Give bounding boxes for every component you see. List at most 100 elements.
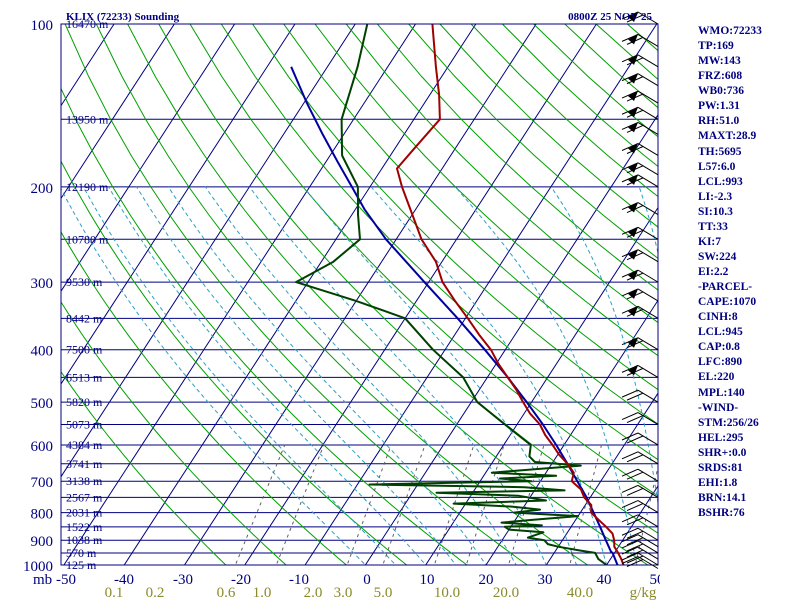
index-item: CINH:8 — [698, 311, 738, 324]
plot-frame — [60, 23, 659, 566]
wind-barb-flag — [621, 500, 639, 509]
temperature-trace — [396, 24, 625, 565]
wind-barb — [621, 269, 659, 283]
mixing-ratio-label: 0.2 — [146, 585, 165, 600]
wind-barb-staff — [637, 527, 659, 541]
wind-barb-pennant — [628, 270, 638, 281]
wind-barb-flag — [621, 288, 639, 297]
moist-adiabat — [136, 186, 457, 565]
wind-barb — [621, 451, 659, 465]
index-item: RH:51.0 — [698, 115, 740, 128]
height-label: 570 m — [66, 546, 97, 560]
mixing-ratio-label: 0.6 — [217, 585, 236, 600]
dry-adiabat — [127, 24, 649, 565]
isotherm-line — [364, 113, 658, 565]
index-item: LCL:993 — [698, 175, 743, 188]
wind-barb-flag — [621, 54, 639, 63]
wind-barb — [621, 546, 659, 560]
dry-adiabat — [345, 24, 658, 324]
height-label: 2031 m — [66, 506, 103, 520]
wind-barb-flag — [626, 559, 644, 567]
wind-barb-pennant — [628, 365, 638, 376]
isotherm-line — [304, 24, 658, 565]
mixing-ratio-line — [234, 444, 286, 565]
wind-barb-flag — [621, 451, 639, 460]
wind-barb-staff — [637, 162, 659, 176]
wind-barb-staff — [637, 288, 659, 302]
wind-barb-staff — [637, 90, 659, 104]
dry-adiabat — [61, 87, 468, 565]
wind-barb — [621, 412, 659, 425]
wind-barb-flag — [621, 534, 639, 543]
mixing-ratio-unit-label: g/kg — [630, 585, 657, 600]
index-item: BRN:14.1 — [698, 491, 747, 504]
wind-barb — [621, 106, 659, 120]
index-item: MPL:140 — [698, 386, 745, 399]
wind-barb-flag — [626, 537, 644, 546]
dry-adiabat — [408, 24, 658, 259]
dry-adiabat — [61, 160, 408, 565]
wind-barb-pennant — [628, 122, 638, 133]
pressure-tick-label: 400 — [31, 344, 54, 360]
wind-barb-flag — [621, 106, 639, 115]
wind-barb-staff — [637, 33, 659, 47]
mixing-ratio-label: 20.0 — [493, 585, 519, 600]
wind-barb-staff — [637, 73, 659, 87]
index-item: BSHR:76 — [698, 507, 745, 519]
dry-adiabat — [564, 24, 658, 109]
height-label: 6513 m — [66, 370, 103, 384]
diagram-grid — [61, 24, 658, 565]
wind-barb-staff — [637, 546, 659, 560]
wind-barb-staff — [637, 305, 659, 319]
wind-barb-flag — [621, 143, 639, 151]
temperature-tick-label: 40 — [597, 572, 612, 588]
wind-barb — [621, 73, 659, 87]
wind-barb-staff — [637, 534, 659, 548]
wind-barb-flag — [621, 468, 639, 477]
mixing-ratio-label: 40.0 — [567, 585, 593, 600]
height-label: 3741 m — [66, 457, 103, 471]
wind-barb-flag — [621, 33, 639, 42]
sounding-traces — [290, 24, 625, 565]
dry-adiabat — [314, 24, 658, 357]
sounding-indices-panel: WMO:72233 TP:169 MW:143 FRZ:608 WB0:736 PW:1.… — [698, 24, 762, 521]
mixing-ratio-line — [569, 444, 603, 565]
wind-barb-staff — [637, 106, 659, 120]
wind-barb — [621, 432, 659, 446]
wind-barb-flag — [621, 484, 639, 493]
wind-barb-flag — [626, 555, 644, 564]
wind-barb-staff — [637, 249, 659, 263]
pressure-tick-label: 600 — [31, 439, 54, 455]
mixing-ratio-label: 2.0 — [304, 585, 323, 600]
wind-barb-staff — [637, 202, 659, 215]
wind-barb-staff — [637, 364, 659, 378]
wind-barb — [621, 249, 659, 263]
wind-barb-flag — [621, 552, 639, 561]
wind-barb-staff — [637, 54, 659, 68]
temperature-tick-label: 20 — [479, 572, 494, 588]
wind-barb-flag — [621, 226, 639, 235]
moist-adiabat — [249, 186, 547, 565]
index-item: EL:220 — [698, 371, 735, 384]
wind-barb-flag — [626, 392, 644, 401]
pressure-tick-label: 300 — [31, 276, 54, 292]
wind-barb — [621, 174, 659, 188]
wind-barb — [621, 162, 659, 176]
wind-barb-flag — [621, 364, 639, 373]
index-item: FRZ:608 — [698, 70, 743, 83]
dry-adiabat — [61, 370, 227, 565]
index-item: PW:1.31 — [698, 100, 740, 113]
wind-barb-pennant — [628, 12, 638, 22]
wind-barb — [621, 540, 659, 554]
isotherm-line — [61, 24, 175, 200]
wind-barb — [621, 54, 659, 68]
pressure-tick-label: 900 — [31, 534, 54, 550]
pressure-tick-label: 800 — [31, 507, 54, 523]
height-label: 10780 m — [66, 232, 109, 246]
wind-barb-flag — [626, 503, 644, 512]
index-item: -WIND- — [698, 401, 739, 414]
wind-barb-flag — [626, 454, 644, 463]
mixing-ratio-line — [382, 444, 426, 565]
moist-adiabat — [370, 186, 608, 565]
wind-barb-flag — [621, 432, 639, 441]
